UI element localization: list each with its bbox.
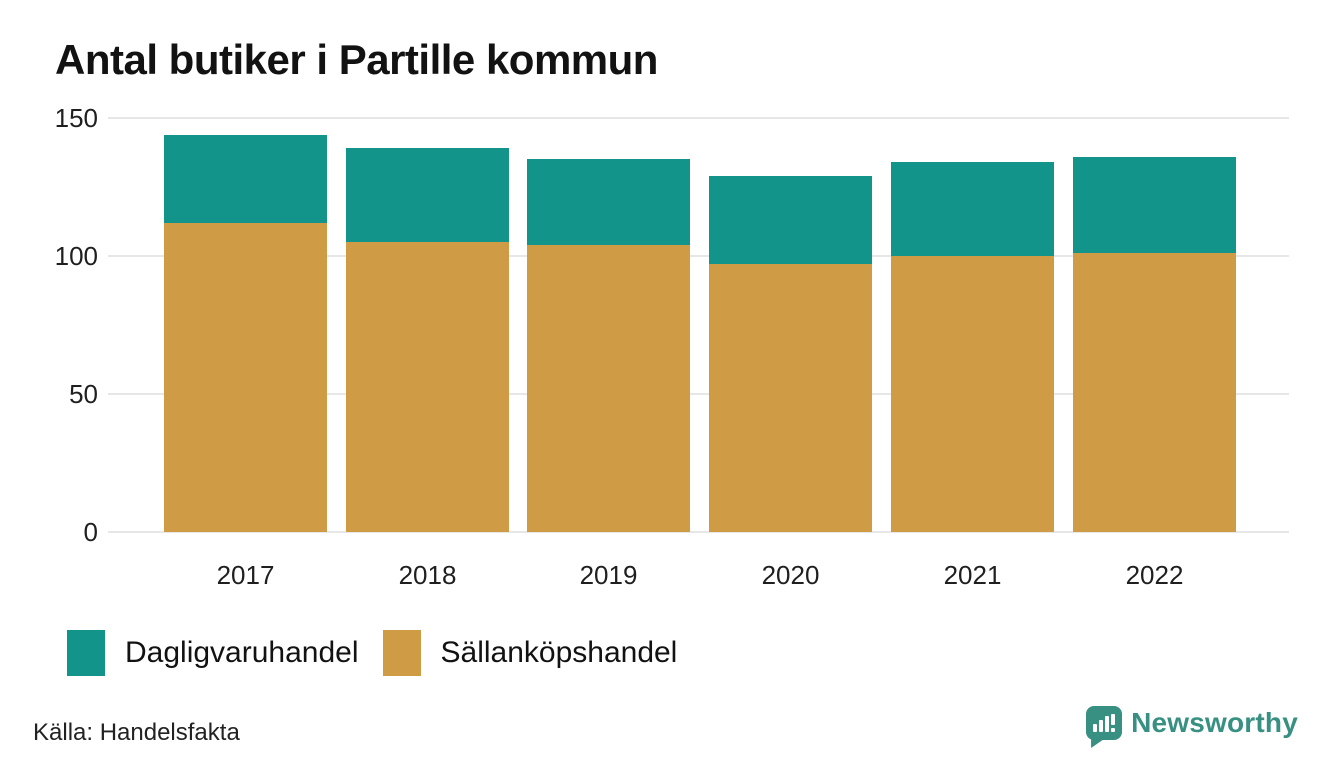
legend-item-dagligvaruhandel: Dagligvaruhandel [67, 630, 359, 676]
y-axis-tick-label: 50 [69, 379, 98, 409]
legend-label-dagligvaruhandel: Dagligvaruhandel [125, 636, 359, 669]
bar-segment-dagligvaruhandel-2017 [164, 134, 327, 223]
x-axis-category-label: 2022 [1125, 560, 1184, 590]
legend-swatch-dagligvaruhandel [67, 630, 105, 676]
mini-bar-3 [1105, 716, 1110, 732]
x-axis-category-label: 2020 [761, 560, 820, 590]
gridline-y-150 [108, 117, 1289, 119]
gridline-y-100 [108, 255, 1289, 257]
bar-segment-sällanköpshandel-2021 [891, 256, 1054, 532]
y-axis-tick-label: 150 [54, 103, 98, 133]
gridline-y-50 [108, 393, 1289, 395]
bar-segment-sällanköpshandel-2018 [346, 242, 509, 532]
legend-item-sallankopshandel: Sällanköpshandel [382, 630, 678, 676]
exclamation-stem [1111, 714, 1116, 725]
newsworthy-logo: Newsworthy [1086, 706, 1298, 748]
x-axis-category-label: 2019 [579, 560, 638, 590]
source-note: Källa: Handelsfakta [33, 719, 240, 746]
bar-segment-dagligvaruhandel-2018 [346, 148, 509, 243]
exclamation-dot [1111, 728, 1116, 732]
y-axis-tick-label: 0 [83, 517, 98, 547]
x-axis-category-label: 2017 [216, 560, 275, 590]
legend-label-sallankopshandel: Sällanköpshandel [440, 636, 678, 669]
bar-group-2021 [891, 118, 1054, 532]
y-axis-tick-label: 100 [54, 241, 98, 271]
gridline-y-0 [108, 531, 1289, 533]
x-axis-category-label: 2018 [398, 560, 457, 590]
bar-segment-dagligvaruhandel-2020 [709, 175, 872, 265]
bar-segment-sällanköpshandel-2017 [164, 222, 327, 532]
bar-segment-sällanköpshandel-2022 [1073, 253, 1236, 532]
bar-segment-dagligvaruhandel-2021 [891, 162, 1054, 256]
bar-group-2022 [1073, 118, 1236, 532]
bar-segment-dagligvaruhandel-2019 [527, 159, 690, 245]
plot-area [108, 117, 1289, 533]
mini-bar-2 [1099, 720, 1104, 732]
bar-group-2020 [709, 118, 872, 532]
page-title: Antal butiker i Partille kommun [55, 36, 658, 83]
legend: Dagligvaruhandel Sällanköpshandel [67, 630, 677, 676]
bar-group-2017 [164, 118, 327, 532]
mini-bar-1 [1093, 724, 1098, 732]
bar-segment-sällanköpshandel-2019 [527, 244, 690, 532]
speech-bubble-tail [1091, 739, 1105, 748]
newsworthy-wordmark: Newsworthy [1131, 707, 1298, 738]
bar-group-2018 [346, 118, 509, 532]
legend-swatch-sallankopshandel [382, 630, 421, 676]
bar-segment-dagligvaruhandel-2022 [1073, 156, 1236, 254]
x-axis-category-label: 2021 [943, 560, 1002, 590]
bar-group-2019 [527, 118, 690, 532]
newsworthy-chart-bubble-icon [1086, 706, 1123, 748]
bar-segment-sällanköpshandel-2020 [709, 264, 872, 532]
